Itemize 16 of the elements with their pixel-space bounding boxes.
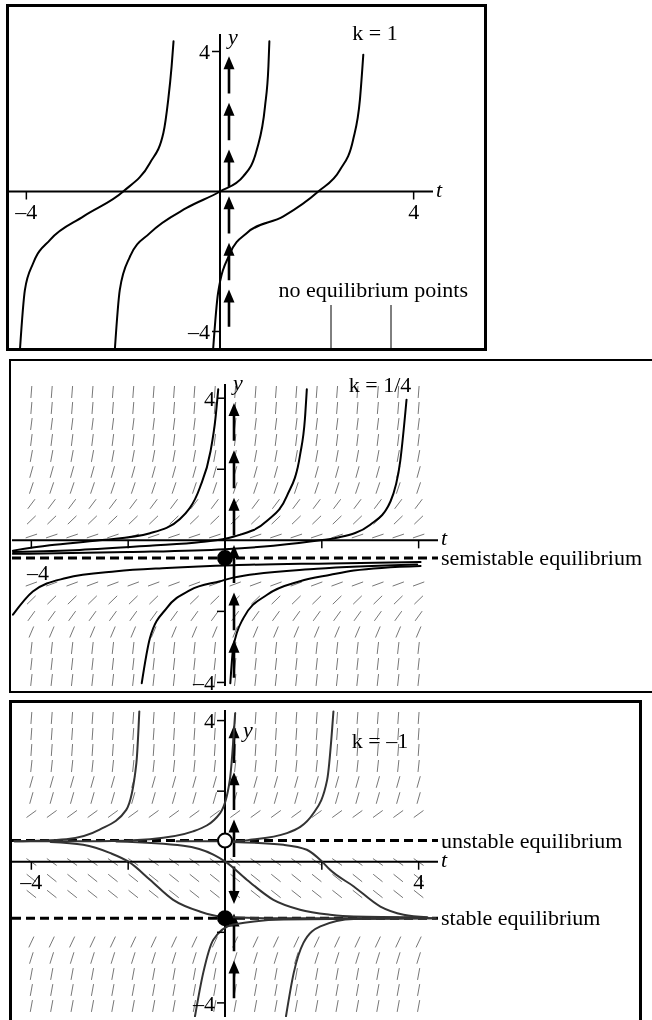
annotation: no equilibrium points [278, 277, 468, 302]
chart-title: k = 1/4 [348, 372, 412, 397]
y-axis-title: y [231, 370, 243, 396]
chart-title: k = 1 [352, 20, 398, 45]
y-axis-title: y [226, 23, 238, 49]
ref-line-label: stable equilibrium [441, 905, 601, 931]
y-tick-label: 4 [204, 708, 215, 734]
annotation: –4 [26, 560, 49, 585]
y-tick-label: –4 [192, 670, 215, 696]
y-axis-title: y [241, 716, 253, 742]
y-tick-label: –4 [187, 319, 210, 345]
ref-line-label: unstable equilibrium [441, 827, 623, 853]
y-tick-label: 4 [199, 39, 210, 65]
text: k = –1 [351, 728, 409, 753]
y-tick-label: 4 [204, 385, 215, 411]
x-axis-title: t [436, 176, 443, 202]
